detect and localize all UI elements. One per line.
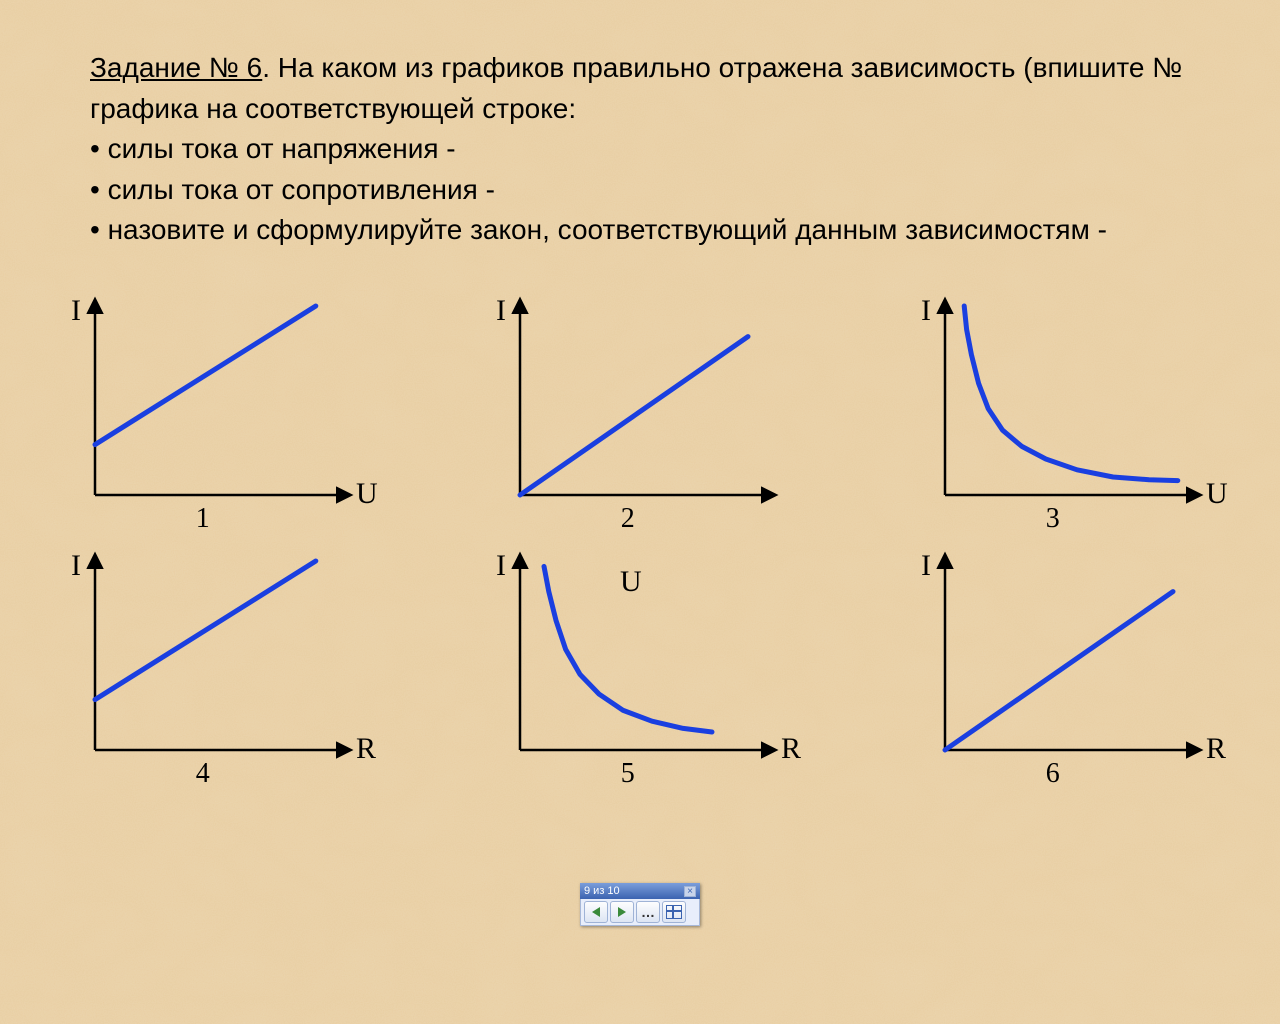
task-text: Задание № 6. На каком из графиков правил…	[0, 0, 1280, 251]
toolbar-titlebar[interactable]: 9 из 10 ×	[580, 883, 700, 899]
fullscreen-button[interactable]	[662, 901, 686, 923]
x-axis-label: U	[1206, 477, 1228, 511]
chart-number: 4	[196, 758, 210, 790]
chart-number: 6	[1046, 758, 1060, 790]
arrow-left-icon	[592, 907, 600, 917]
toolbar-title-text: 9 из 10	[584, 885, 620, 897]
dots-icon: …	[641, 907, 655, 917]
next-slide-button[interactable]	[610, 901, 634, 923]
chart-number: 5	[621, 758, 635, 790]
toolbar-body: …	[580, 899, 700, 926]
chart-4: IR4	[65, 555, 365, 795]
chart-3: IU3	[915, 300, 1215, 540]
x-axis-label: U	[356, 477, 378, 511]
chart-number: 2	[621, 503, 635, 535]
chart-number: 3	[1046, 503, 1060, 535]
bullet-3: назовите и сформулируйте закон, соответс…	[90, 210, 1190, 251]
y-axis-label: I	[496, 549, 506, 583]
arrow-right-icon	[618, 907, 626, 917]
expand-icon	[666, 905, 682, 919]
y-axis-label: I	[921, 549, 931, 583]
slideshow-toolbar: 9 из 10 × …	[580, 883, 700, 926]
bullet-1: силы тока от напряжения -	[90, 129, 1190, 170]
menu-button[interactable]: …	[636, 901, 660, 923]
chart-6: IR6	[915, 555, 1215, 795]
task-headline: Задание № 6	[90, 52, 262, 83]
y-axis-label: I	[921, 294, 931, 328]
x-axis-label: R	[356, 732, 376, 766]
chart-2: I2	[490, 300, 790, 540]
chart-row-1: IU1 I2 IU3	[0, 300, 1280, 540]
toolbar-close-button[interactable]: ×	[684, 886, 696, 897]
prev-slide-button[interactable]	[584, 901, 608, 923]
y-axis-label: I	[496, 294, 506, 328]
y-axis-label: I	[71, 549, 81, 583]
x-axis-label: R	[1206, 732, 1226, 766]
chart-1: IU1	[65, 300, 365, 540]
stray-u-label: U	[620, 565, 642, 599]
chart-number: 1	[196, 503, 210, 535]
bullet-2: силы тока от сопротивления -	[90, 170, 1190, 211]
x-axis-label: R	[781, 732, 801, 766]
y-axis-label: I	[71, 294, 81, 328]
